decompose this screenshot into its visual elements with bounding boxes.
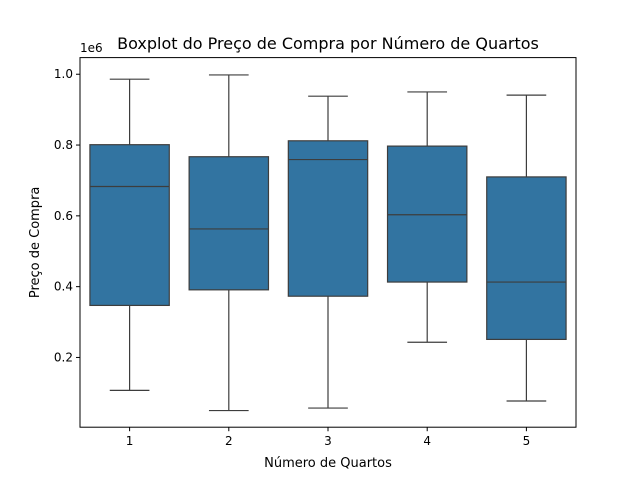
y-tick-label: 0.8 [54, 138, 73, 152]
x-axis-label: Número de Quartos [264, 456, 392, 471]
y-offset-label: 1e6 [80, 41, 103, 55]
y-tick-label: 0.4 [54, 280, 73, 294]
x-tick-label: 4 [423, 434, 431, 448]
box-group-5 [486, 94, 567, 402]
box-group-3 [287, 95, 369, 409]
box-group-1 [89, 78, 170, 391]
x-ticks: 1 2 3 4 5 [126, 427, 530, 448]
box-body [89, 144, 170, 307]
x-tick-label: 5 [523, 434, 531, 448]
y-tick-label: 0.2 [54, 350, 73, 364]
box-body [386, 145, 468, 283]
box-body [287, 140, 369, 297]
y-tick-label: 1.0 [54, 67, 73, 81]
box-group-4 [386, 91, 468, 343]
boxes-layer [89, 74, 567, 412]
y-ticks: 0.2 0.4 0.6 0.8 1.0 [54, 67, 80, 364]
x-tick-label: 2 [225, 434, 233, 448]
x-tick-label: 3 [324, 434, 332, 448]
box-group-2 [188, 74, 270, 412]
box-body [486, 176, 567, 341]
y-axis-label: Preço de Compra [28, 187, 43, 299]
chart-title: Boxplot do Preço de Compra por Número de… [117, 34, 539, 53]
y-tick-label: 0.6 [54, 209, 73, 223]
x-tick-label: 1 [126, 434, 134, 448]
box-body [188, 156, 270, 291]
